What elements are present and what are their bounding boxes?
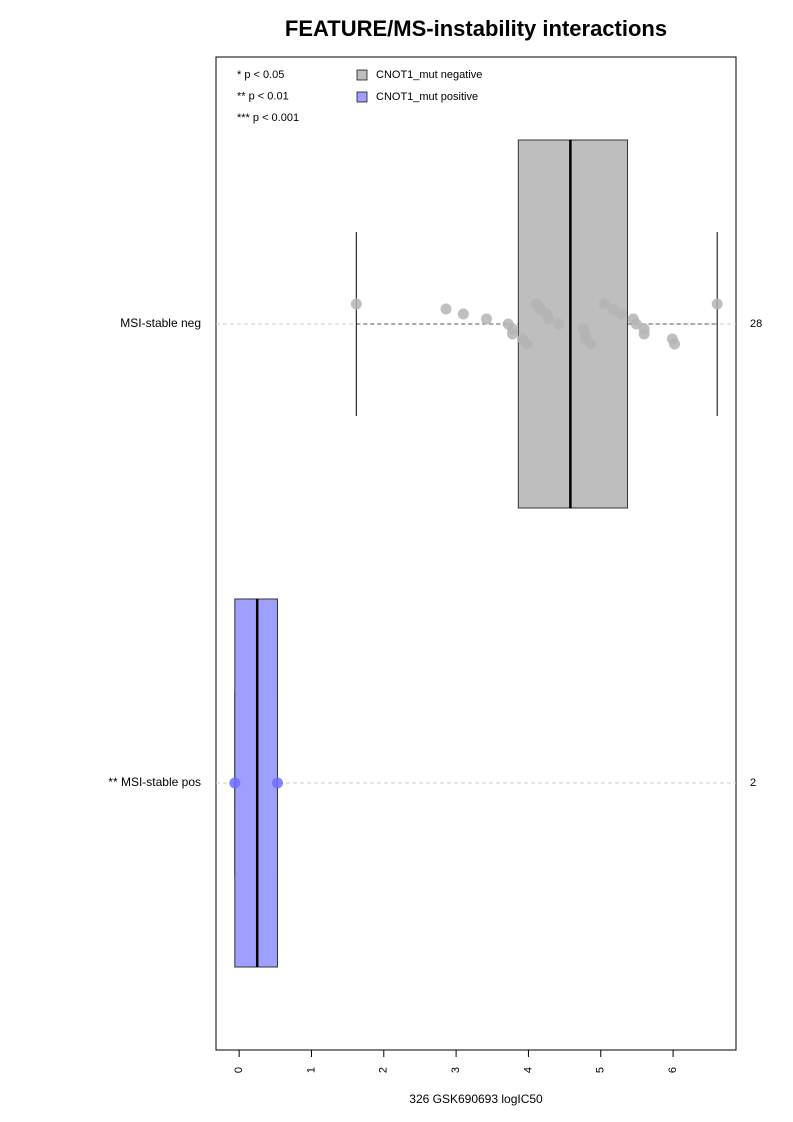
point	[350, 298, 362, 310]
x-tick-label: 5	[595, 1067, 607, 1073]
count-label: 2	[750, 777, 756, 789]
point	[598, 298, 610, 310]
legend-label: CNOT1_mut positive	[376, 91, 478, 103]
point	[543, 313, 555, 325]
x-tick-label: 1	[305, 1067, 317, 1073]
x-axis-label: 326 GSK690693 logIC50	[409, 1092, 543, 1106]
point	[480, 313, 492, 325]
point	[638, 328, 650, 340]
legend-swatch	[356, 69, 368, 81]
x-tick-label: 3	[450, 1067, 462, 1073]
x-tick-label: 4	[522, 1067, 534, 1073]
point	[457, 308, 469, 320]
point	[615, 308, 627, 320]
point	[553, 318, 565, 330]
point	[229, 777, 241, 789]
point	[271, 777, 283, 789]
legend-label: CNOT1_mut negative	[376, 69, 482, 81]
point	[507, 328, 519, 340]
point	[440, 303, 452, 315]
annotation: *** p < 0.001	[237, 112, 299, 124]
chart-title: FEATURE/MS-instability interactions	[285, 16, 667, 41]
point	[585, 338, 597, 350]
x-tick-label: 2	[378, 1067, 390, 1073]
point	[607, 303, 619, 315]
annotation: ** p < 0.01	[237, 90, 289, 102]
point	[711, 298, 723, 310]
box	[517, 139, 629, 509]
plot-frame	[215, 56, 737, 1051]
point	[669, 338, 681, 350]
x-tick-label: 0	[233, 1067, 245, 1073]
legend-swatch	[356, 91, 368, 103]
point	[521, 338, 533, 350]
y-tick-label: ** MSI-stable pos	[108, 775, 201, 789]
x-tick-label: 6	[667, 1067, 679, 1073]
y-tick-label: MSI-stable neg	[120, 316, 201, 330]
point	[630, 318, 642, 330]
count-label: 28	[750, 318, 762, 330]
annotation: * p < 0.05	[237, 69, 284, 81]
